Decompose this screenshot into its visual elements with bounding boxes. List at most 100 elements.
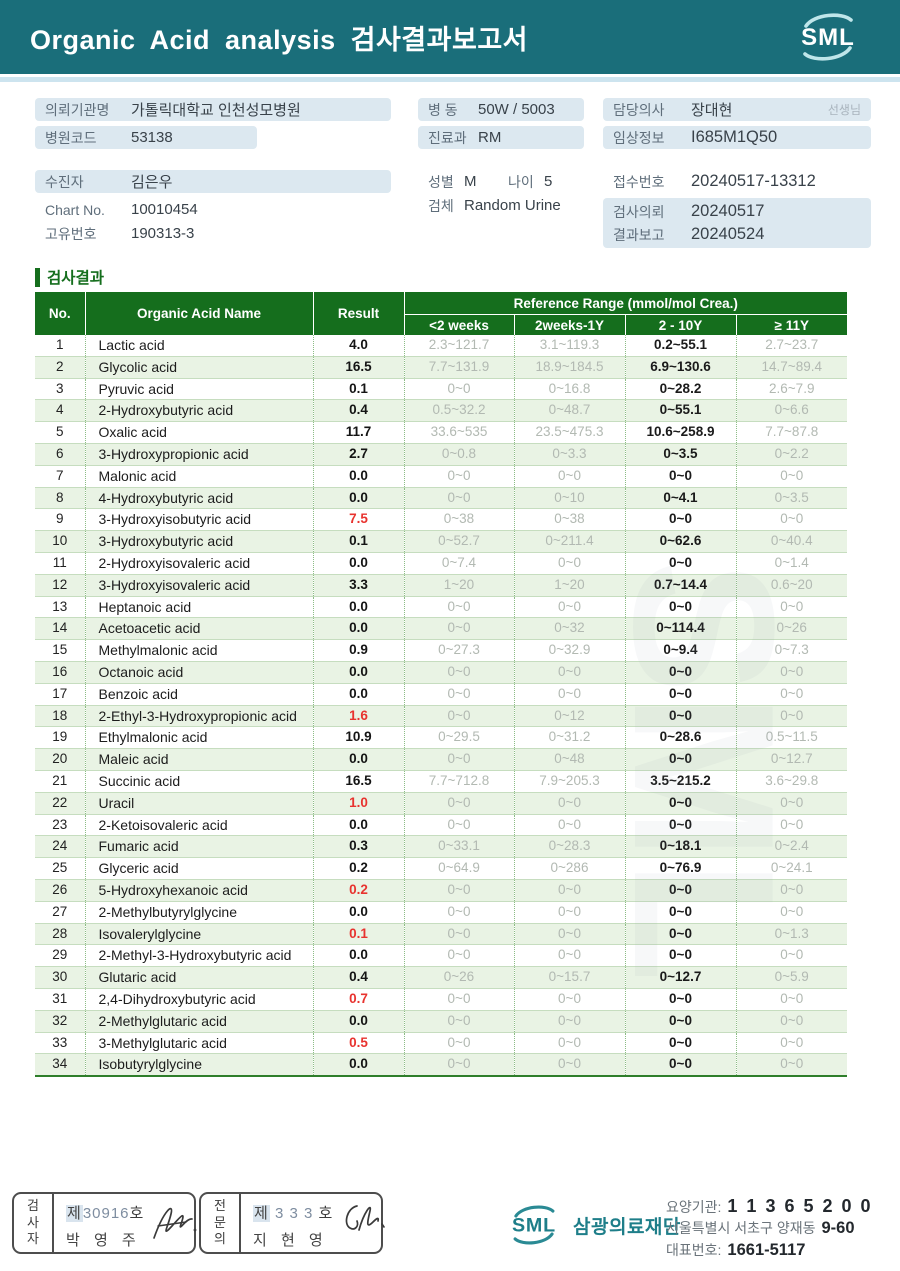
cell-range: 0~211.4 xyxy=(513,530,625,553)
dates-strip: 검사의뢰 20240517 결과보고 20240524 xyxy=(603,198,871,248)
address-number: 9-60 xyxy=(821,1219,855,1237)
table-row: 25 Glyceric acid 0.2 0~64.9 0~286 0~76.9 0~24.… xyxy=(35,857,847,880)
cell-range: 0~10 xyxy=(513,487,625,509)
report-title: Organic Acid analysis 검사결과보고서 xyxy=(30,24,528,55)
cell-range: 0~0 xyxy=(403,1010,514,1032)
report-value: 20240524 xyxy=(691,225,765,243)
cell-no: 5 xyxy=(55,424,64,440)
ward-row: 병 동 50W / 5003 xyxy=(418,98,584,121)
patient-value: 김은우 xyxy=(131,174,173,191)
cell-range: 0~32 xyxy=(513,617,625,640)
report-row: 결과보고 20240524 xyxy=(603,223,871,246)
cell-acid-name: 2-Hydroxybutyric acid xyxy=(84,399,313,422)
chart-label: Chart No. xyxy=(45,201,105,218)
cell-range: 0~3.5 xyxy=(735,487,847,509)
sex-label: 성별 xyxy=(428,173,454,190)
cell-range: 0~0 xyxy=(624,683,736,706)
cell-range: 0~33.1 xyxy=(403,835,514,858)
inspector-stamp-box: 검사자 제30916호 박 영 주 xyxy=(12,1192,197,1254)
cell-no: 13 xyxy=(52,598,68,614)
request-row: 검사의뢰 20240517 xyxy=(603,200,871,223)
cell-range: 10.6~258.9 xyxy=(624,421,736,444)
dept-row: 진료과 RM xyxy=(418,126,584,149)
receipt-value: 20240517-13312 xyxy=(691,172,816,190)
cell-no: 20 xyxy=(52,751,68,767)
cell-range: 0~2.2 xyxy=(735,443,847,466)
col-header-lt2weeks: <2 weeks xyxy=(404,314,515,335)
cell-result: 11.7 xyxy=(312,421,404,444)
care-institution-line: 요양기관: 1 1 3 6 5 2 0 0 xyxy=(666,1196,873,1218)
cell-no: 2 xyxy=(55,358,64,374)
cell-range: 0~64.9 xyxy=(403,857,514,880)
cell-range: 0~3.5 xyxy=(624,443,736,466)
cell-result: 16.5 xyxy=(312,356,404,379)
table-row: 18 2-Ethyl-3-Hydroxypropionic acid 1.6 0~0 0… xyxy=(35,705,847,727)
cell-no: 6 xyxy=(55,445,64,461)
doctor-value: 장대현 xyxy=(691,102,733,119)
cell-no: 24 xyxy=(52,838,68,854)
cell-range: 0~24.1 xyxy=(735,857,847,880)
sex-value: M xyxy=(464,173,477,190)
cell-range: 0~40.4 xyxy=(735,530,847,553)
cell-range: 0~0 xyxy=(624,1010,736,1032)
cell-range: 0~0 xyxy=(513,1010,625,1032)
cell-no: 18 xyxy=(52,707,68,723)
cell-range: 0~18.1 xyxy=(624,835,736,858)
cell-acid-name: Acetoacetic acid xyxy=(84,617,313,640)
cell-range: 0~0 xyxy=(735,901,847,924)
table-row: 34 Isobutyrylglycine 0.0 0~0 0~0 0~0 0~0 xyxy=(35,1053,847,1077)
cell-range: 0~0 xyxy=(624,552,736,575)
cell-result: 0.1 xyxy=(312,530,404,553)
cell-range: 0~0 xyxy=(735,879,847,902)
cell-range: 0~0 xyxy=(403,487,514,509)
cell-no: 19 xyxy=(52,729,68,745)
cell-range: 23.5~475.3 xyxy=(513,421,625,444)
cell-range: 0~48.7 xyxy=(513,399,625,422)
table-row: 8 4-Hydroxybutyric acid 0.0 0~0 0~10 0~4.1 0~3… xyxy=(35,487,847,509)
cell-range: 0~0 xyxy=(735,814,847,836)
cell-result: 1.0 xyxy=(312,792,404,815)
cell-range: 14.7~89.4 xyxy=(735,356,847,379)
cell-no: 8 xyxy=(55,489,64,505)
cell-range: 7.7~712.8 xyxy=(403,770,514,793)
patient-label: 수진자 xyxy=(45,173,84,190)
cell-acid-name: 3-Hydroxybutyric acid xyxy=(84,530,313,553)
cell-acid-name: Benzoic acid xyxy=(84,683,313,706)
cell-acid-name: 3-Hydroxyisovaleric acid xyxy=(84,574,313,597)
inspector-name: 박 영 주 xyxy=(66,1232,141,1249)
cell-range: 0~0 xyxy=(403,378,514,400)
table-row: 14 Acetoacetic acid 0.0 0~0 0~32 0~114.4 0~26 xyxy=(35,617,847,640)
cell-acid-name: Glutaric acid xyxy=(84,966,313,989)
address-line: 서울특별시 서초구 양재동 9-60 xyxy=(666,1218,873,1240)
header-divider xyxy=(0,77,900,82)
cell-range: 0~2.4 xyxy=(735,835,847,858)
cell-result: 0.0 xyxy=(312,944,404,967)
col-header-result: Result xyxy=(313,292,405,335)
section-title-text: 검사결과 xyxy=(47,270,105,287)
cell-acid-name: Heptanoic acid xyxy=(84,596,313,618)
cell-range: 0~55.1 xyxy=(624,399,736,422)
cell-range: 0~0 xyxy=(513,814,625,836)
table-row: 33 3-Methylglutaric acid 0.5 0~0 0~0 0~0 0~0 xyxy=(35,1032,847,1054)
cell-result: 0.0 xyxy=(312,465,404,488)
chart-row: Chart No. 10010454 xyxy=(35,198,391,221)
cell-range: 0~0 xyxy=(403,617,514,640)
sml-footer-logo-icon: SML xyxy=(512,1205,555,1245)
cell-range: 0~0 xyxy=(735,508,847,531)
table-row: 26 5-Hydroxyhexanoic acid 0.2 0~0 0~0 0~0 0~0 xyxy=(35,879,847,902)
cell-range: 0~0 xyxy=(403,661,514,684)
cell-range: 3.6~29.8 xyxy=(735,770,847,793)
cell-no: 4 xyxy=(55,402,64,418)
cell-range: 0~0 xyxy=(624,1032,736,1054)
hospital-code-row: 병원코드 53138 xyxy=(35,126,257,149)
cell-no: 3 xyxy=(55,380,64,396)
cell-result: 0.0 xyxy=(312,617,404,640)
cell-result: 16.5 xyxy=(312,770,404,793)
table-row: 9 3-Hydroxyisobutyric acid 7.5 0~38 0~38 0~0 0… xyxy=(35,508,847,531)
cell-result: 1.6 xyxy=(312,705,404,727)
cell-range: 0~0 xyxy=(403,465,514,488)
cell-result: 3.3 xyxy=(312,574,404,597)
report-header: Organic Acid analysis 검사결과보고서 SML xyxy=(0,0,900,74)
cell-range: 0~0 xyxy=(513,1032,625,1054)
col-header-name: Organic Acid Name xyxy=(85,292,314,335)
